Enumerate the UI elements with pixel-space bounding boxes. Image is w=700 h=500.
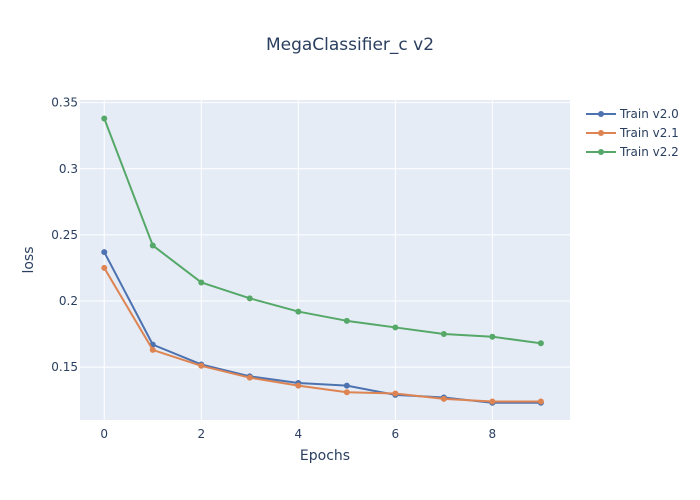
y-tick-label: 0.2 — [59, 294, 78, 308]
data-point — [440, 395, 447, 402]
data-point — [246, 374, 253, 381]
y-tick-label: 0.25 — [51, 228, 78, 242]
x-tick-label: 4 — [294, 427, 302, 441]
series-2 — [101, 264, 544, 405]
chart-title: MegaClassifier_c v2 — [266, 35, 434, 55]
x-axis-title: Epochs — [300, 448, 350, 464]
data-point — [440, 331, 447, 338]
legend-swatch-marker — [598, 130, 604, 136]
series-3 — [101, 115, 544, 347]
legend-label: Train v2.1 — [619, 126, 679, 140]
data-point — [489, 398, 496, 405]
legend-swatch-marker — [598, 149, 604, 155]
data-point — [343, 317, 350, 324]
legend-item[interactable]: Train v2.1 — [586, 126, 679, 140]
data-point — [537, 398, 544, 405]
data-point — [198, 362, 205, 369]
data-point — [343, 382, 350, 389]
legend-item[interactable]: Train v2.2 — [586, 145, 679, 159]
legend[interactable]: Train v2.0 Train v2.1 Train v2.2 — [586, 107, 679, 159]
series-line — [103, 266, 542, 403]
data-point — [246, 295, 253, 302]
x-tick-label: 2 — [197, 427, 205, 441]
legend-label: Train v2.2 — [619, 145, 679, 159]
data-point — [101, 264, 108, 271]
plot-area — [80, 100, 570, 420]
tick-labels: 0 2 4 6 8 0.15 0.2 0.25 0.3 0.35 — [51, 96, 496, 441]
data-point — [392, 324, 399, 331]
data-point — [295, 382, 302, 389]
y-tick-label: 0.15 — [51, 360, 78, 374]
data-point — [149, 346, 156, 353]
x-tick-label: 6 — [392, 427, 400, 441]
y-tick-label: 0.35 — [51, 96, 78, 110]
legend-item[interactable]: Train v2.0 — [586, 107, 679, 121]
series-lines — [101, 115, 544, 406]
data-point — [101, 115, 108, 122]
data-point — [343, 389, 350, 396]
x-tick-label: 8 — [489, 427, 497, 441]
data-point — [198, 279, 205, 286]
data-point — [101, 249, 108, 256]
gridlines — [80, 100, 570, 420]
data-point — [149, 242, 156, 249]
data-point — [537, 340, 544, 347]
data-point — [295, 308, 302, 315]
x-tick-label: 0 — [100, 427, 108, 441]
legend-label: Train v2.0 — [619, 107, 679, 121]
series-line — [103, 117, 542, 345]
data-point — [392, 390, 399, 397]
y-tick-label: 0.3 — [59, 162, 78, 176]
y-axis-title: loss — [21, 246, 37, 273]
data-point — [489, 333, 496, 340]
legend-swatch-marker — [598, 111, 604, 117]
